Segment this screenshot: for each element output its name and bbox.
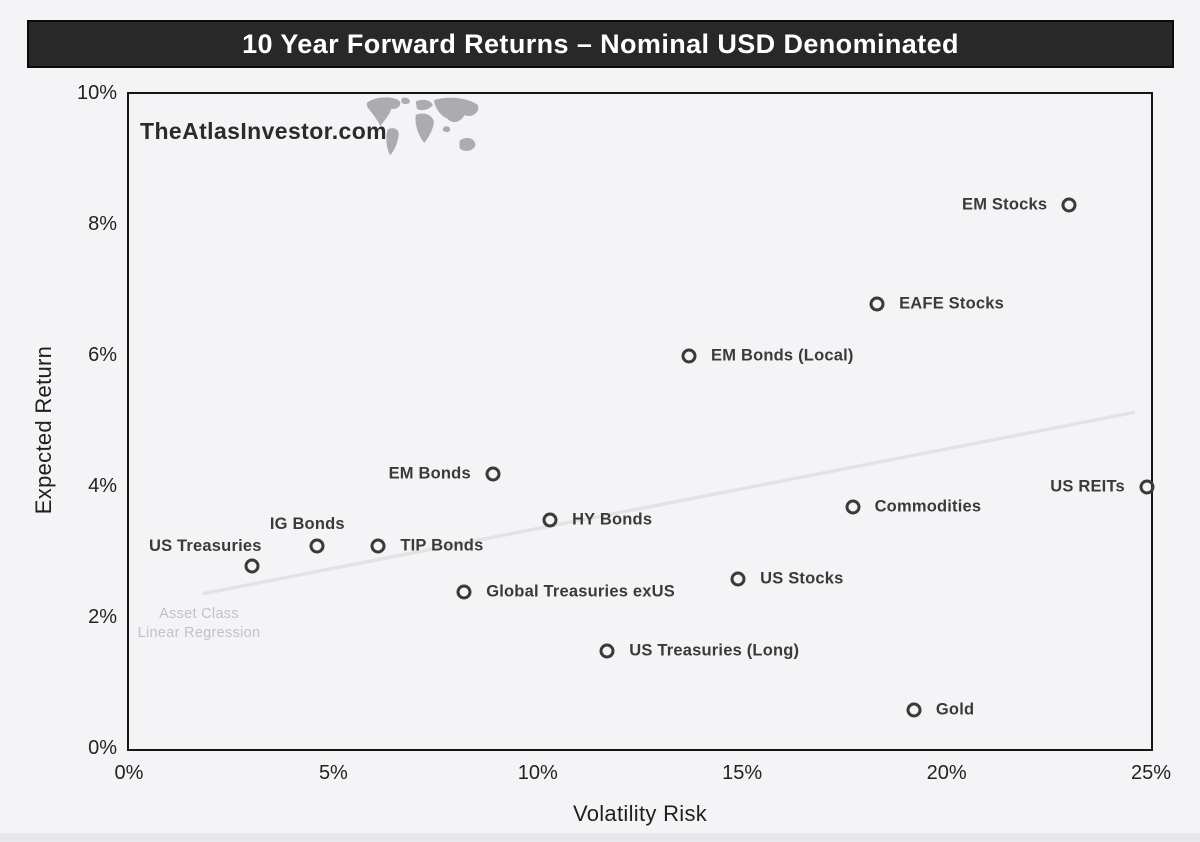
x-tick-label-5: 5%	[318, 762, 348, 784]
chart-title: 10 Year Forward Returns – Nominal USD De…	[242, 28, 959, 59]
x-axis-title: Volatility Risk	[572, 801, 708, 826]
point-label: Commodities	[874, 497, 982, 516]
y-tick-label-6: 6%	[88, 344, 117, 366]
point-marker-icon	[1061, 197, 1077, 213]
point-marker-icon	[599, 643, 615, 659]
point-marker-icon	[845, 499, 861, 515]
point-label: US REITs	[1050, 477, 1125, 496]
y-tick-label-0: 0%	[88, 737, 117, 759]
plot-area: Asset Class Linear Regression EM Stocks E…	[127, 92, 1155, 751]
point-marker-icon	[485, 466, 501, 482]
x-tick-label-0: 0%	[114, 762, 144, 784]
point-label: Gold	[935, 700, 975, 719]
point-label: IG Bonds	[269, 514, 345, 533]
y-tick-label-10: 10%	[76, 82, 117, 104]
point-label: US Treasuries	[148, 536, 262, 555]
x-tick-label-25: 25%	[1130, 762, 1172, 784]
point-label: EM Stocks	[961, 195, 1048, 214]
regression-line-layer	[202, 410, 1135, 596]
legend-item-asset-class: Asset Class	[159, 606, 239, 622]
point-label: TIP Bonds	[400, 536, 484, 555]
point-marker-icon	[244, 558, 260, 574]
point-marker-icon	[869, 296, 885, 312]
point-marker-icon	[456, 584, 472, 600]
bottom-edge-strip	[0, 833, 1200, 842]
point-label: Global Treasuries exUS	[486, 582, 675, 601]
x-tick-label-20: 20%	[926, 762, 967, 784]
point-marker-icon	[730, 571, 746, 587]
point-label: EM Bonds (Local)	[711, 346, 854, 365]
legend-item-linear-regression: Linear Regression	[137, 625, 261, 641]
chart-legend: Asset Class Linear Regression	[129, 605, 269, 643]
regression-line	[202, 410, 1135, 596]
point-marker-icon	[370, 538, 386, 554]
x-tick-label-10: 10%	[517, 762, 558, 784]
watermark-text: TheAtlasInvestor.com	[140, 118, 388, 144]
point-label: EAFE Stocks	[899, 294, 1004, 313]
point-marker-icon	[681, 348, 697, 364]
world-map-icon	[366, 97, 479, 156]
point-label: HY Bonds	[572, 510, 653, 529]
point-marker-icon	[542, 512, 558, 528]
point-marker-icon	[906, 702, 922, 718]
point-marker-icon	[309, 538, 325, 554]
y-tick-label-4: 4%	[88, 475, 117, 497]
x-tick-label-15: 15%	[722, 762, 763, 784]
point-label: US Stocks	[760, 569, 844, 588]
y-tick-label-2: 2%	[88, 606, 117, 628]
y-tick-label-8: 8%	[88, 213, 117, 235]
point-label: EM Bonds	[388, 464, 471, 483]
point-marker-icon	[1139, 479, 1155, 495]
title-bar: 10 Year Forward Returns – Nominal USD De…	[27, 20, 1174, 68]
point-label: US Treasuries (Long)	[629, 641, 800, 660]
